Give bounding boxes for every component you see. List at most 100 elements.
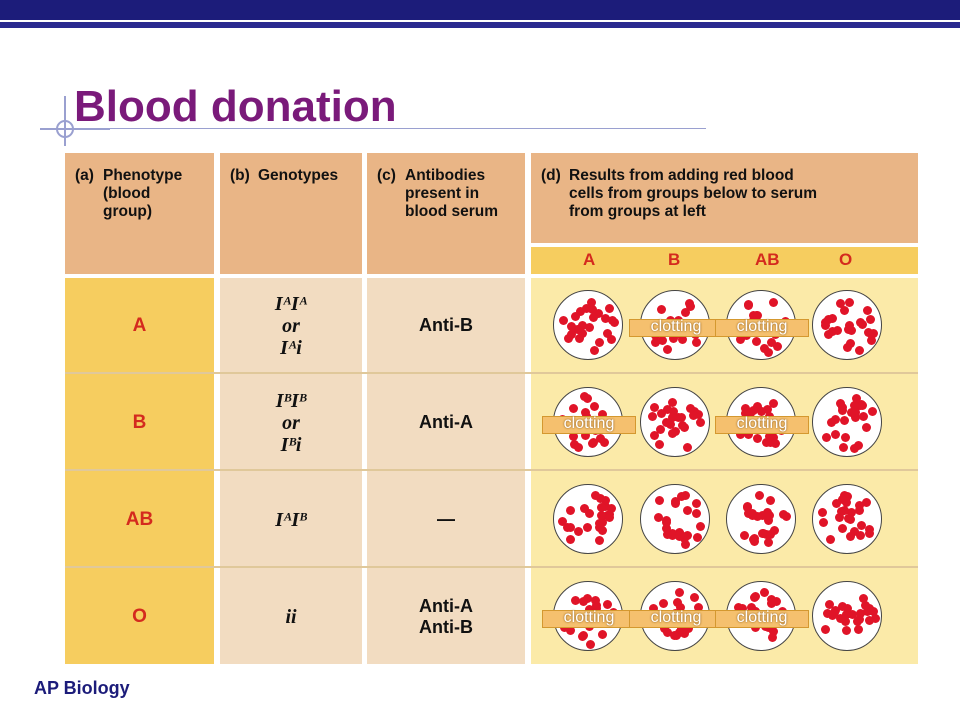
red-blood-cell-dot bbox=[865, 314, 875, 324]
cell-sample-well: clotting bbox=[542, 581, 636, 651]
red-blood-cell-dot bbox=[580, 392, 590, 402]
crosshair-decoration bbox=[40, 128, 110, 130]
red-blood-cell-dot bbox=[760, 588, 770, 598]
red-blood-cell-dot bbox=[767, 338, 777, 348]
red-blood-cell-dot bbox=[752, 511, 762, 521]
red-blood-cell-dot bbox=[753, 402, 763, 412]
cell-sample-well bbox=[640, 387, 710, 457]
red-blood-cell-dot bbox=[763, 404, 773, 414]
red-blood-cell-dot bbox=[681, 491, 691, 501]
red-blood-cell-dot bbox=[842, 609, 852, 619]
red-blood-cell-dot bbox=[585, 323, 595, 333]
phenotype-cell: O bbox=[65, 569, 214, 664]
cell-sample-well: clotting bbox=[715, 581, 809, 651]
red-blood-cell-dot bbox=[680, 539, 690, 549]
header-phenotype-text: Phenotype (blood group) bbox=[103, 167, 183, 220]
red-blood-cell-dot bbox=[696, 417, 706, 427]
red-blood-cell-dot bbox=[654, 496, 664, 506]
red-blood-cell-dot bbox=[662, 344, 672, 354]
red-blood-cell-dot bbox=[598, 629, 608, 639]
red-blood-cell-dot bbox=[850, 401, 860, 411]
red-blood-cell-dot bbox=[667, 531, 677, 541]
red-blood-cell-dot bbox=[757, 528, 767, 538]
red-blood-cell-dot bbox=[667, 412, 677, 422]
red-blood-cell-dot bbox=[606, 334, 616, 344]
red-blood-cell-dot bbox=[595, 536, 605, 546]
red-blood-cell-dot bbox=[754, 491, 764, 501]
red-blood-cell-dot bbox=[856, 521, 866, 531]
red-blood-cell-dot bbox=[676, 603, 686, 613]
clotting-badge: clotting bbox=[715, 318, 809, 337]
red-blood-cell-dot bbox=[570, 595, 580, 605]
red-blood-cell-dot bbox=[749, 536, 759, 546]
red-blood-cell-dot bbox=[844, 298, 854, 308]
red-blood-cell-dot bbox=[659, 598, 669, 608]
red-blood-cell-dot bbox=[846, 408, 856, 418]
header-phenotype-label: (a) bbox=[75, 167, 94, 184]
red-blood-cell-dot bbox=[837, 495, 847, 505]
red-blood-cell-dot bbox=[671, 497, 681, 507]
red-blood-cell-dot bbox=[752, 337, 762, 347]
red-blood-cell-dot bbox=[853, 624, 863, 634]
red-blood-cell-dot bbox=[597, 510, 607, 520]
red-blood-cell-dot bbox=[692, 509, 702, 519]
donor-groups-bar: A B AB O bbox=[531, 247, 918, 274]
red-blood-cell-dot bbox=[822, 433, 832, 443]
footer-label: AP Biology bbox=[34, 678, 130, 698]
clotting-badge: clotting bbox=[629, 318, 723, 337]
clotting-label: clotting bbox=[650, 318, 702, 335]
red-blood-cell-dot bbox=[843, 603, 853, 613]
genotype-line: IᴬIᴬ bbox=[274, 292, 308, 315]
red-blood-cell-dot bbox=[744, 430, 754, 440]
red-blood-cell-dot bbox=[581, 431, 591, 441]
red-blood-cell-dot bbox=[753, 434, 762, 444]
red-blood-cell-dot bbox=[691, 338, 701, 348]
cell-sample-well bbox=[812, 581, 882, 651]
red-blood-cell-dot bbox=[770, 438, 780, 448]
red-blood-cell-dot bbox=[668, 407, 678, 417]
red-blood-cell-dot bbox=[578, 630, 588, 640]
red-blood-cell-dot bbox=[738, 604, 748, 614]
slide-title: Blood donation bbox=[74, 82, 397, 131]
red-blood-cell-dot bbox=[656, 424, 666, 434]
red-blood-cell-dot bbox=[657, 305, 667, 315]
red-blood-cell-dot bbox=[743, 301, 753, 311]
red-blood-cell-dot bbox=[686, 404, 696, 414]
red-blood-cell-dot bbox=[868, 606, 878, 616]
red-blood-cell-dot bbox=[861, 423, 871, 433]
red-blood-cell-dot bbox=[586, 639, 596, 649]
crosshair-circle-decoration bbox=[56, 120, 74, 138]
red-blood-cell-dot bbox=[778, 510, 788, 520]
phenotype-cell: AB bbox=[65, 472, 214, 567]
antibody-line: Anti-A bbox=[419, 595, 473, 616]
red-blood-cell-dot bbox=[768, 298, 778, 308]
red-blood-cell-dot bbox=[857, 319, 867, 329]
cell-sample-well bbox=[812, 290, 882, 360]
phenotype-cell: B bbox=[65, 375, 214, 470]
clotting-label: clotting bbox=[736, 415, 788, 432]
red-blood-cell-dot bbox=[678, 420, 688, 430]
donor-group-a: A bbox=[583, 250, 596, 269]
red-blood-cell-dot bbox=[594, 338, 604, 348]
red-blood-cell-dot bbox=[861, 600, 870, 610]
red-blood-cell-dot bbox=[840, 433, 850, 443]
red-blood-cell-dot bbox=[565, 626, 575, 636]
cell-sample-well: clotting bbox=[542, 387, 636, 457]
red-blood-cell-dot bbox=[859, 593, 869, 603]
red-blood-cell-dot bbox=[570, 312, 580, 322]
genotype-line: ii bbox=[285, 605, 297, 628]
red-blood-cell-dot bbox=[673, 413, 683, 423]
red-blood-cell-dot bbox=[661, 417, 671, 427]
red-blood-cell-dot bbox=[865, 615, 875, 625]
red-blood-cell-dot bbox=[566, 321, 576, 331]
red-blood-cell-dot bbox=[688, 410, 698, 420]
red-blood-cell-dot bbox=[569, 432, 579, 442]
red-blood-cell-dot bbox=[856, 531, 866, 541]
red-blood-cell-dot bbox=[831, 430, 841, 440]
red-blood-cell-dot bbox=[844, 513, 854, 523]
genotype-line: Iᴬi bbox=[280, 336, 302, 359]
red-blood-cell-dot bbox=[840, 617, 850, 627]
header-results-label: (d) bbox=[541, 167, 561, 184]
red-blood-cell-dot bbox=[563, 334, 573, 344]
red-blood-cell-dot bbox=[559, 315, 569, 325]
